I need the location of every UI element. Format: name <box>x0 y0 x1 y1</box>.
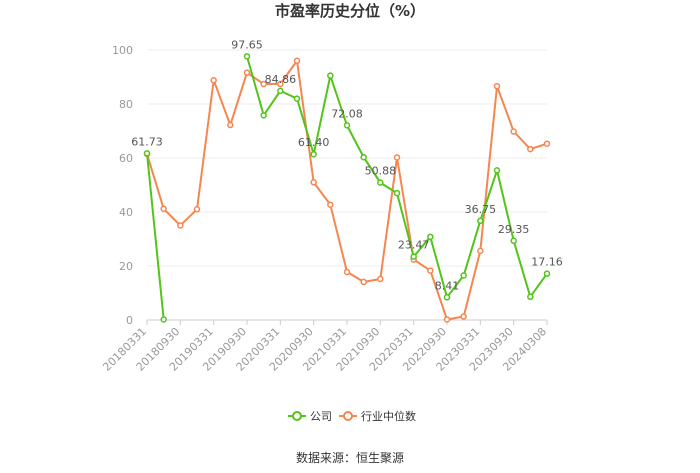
data-point <box>443 316 451 323</box>
data-point <box>393 154 401 161</box>
data-label: 84.86 <box>265 73 297 86</box>
data-point <box>277 87 284 95</box>
series-line <box>246 56 548 300</box>
data-point <box>443 294 451 301</box>
series-line <box>146 58 548 321</box>
data-point <box>293 57 301 65</box>
data-point <box>377 179 384 186</box>
data-point <box>160 316 167 323</box>
data-point <box>143 150 151 157</box>
legend-label: 公司 <box>310 410 332 423</box>
data-point <box>477 217 484 225</box>
y-tick-label: 40 <box>119 206 133 219</box>
data-label: 17.16 <box>531 256 563 269</box>
legend-marker <box>292 411 302 421</box>
data-point <box>293 95 301 102</box>
data-point <box>210 76 217 84</box>
series-industry-median <box>143 57 551 323</box>
data-point <box>510 237 517 245</box>
data-point <box>493 167 501 174</box>
data-label: 36.75 <box>465 203 497 216</box>
data-label: 50.88 <box>365 165 397 178</box>
y-tick-label: 0 <box>126 314 133 327</box>
data-point <box>393 189 401 197</box>
data-point <box>243 69 251 76</box>
data-point <box>343 268 351 276</box>
series-line <box>146 153 165 320</box>
y-tick-label: 60 <box>119 152 133 165</box>
data-point <box>260 112 267 119</box>
data-point <box>360 153 367 161</box>
data-point <box>327 72 334 79</box>
data-point <box>310 179 317 186</box>
legend-item-company[interactable]: 公司 <box>288 410 332 423</box>
data-point <box>160 205 167 213</box>
data-point <box>493 82 501 90</box>
x-axis: 2018033120180930201903312019093020200331… <box>100 320 549 374</box>
data-label: 29.35 <box>498 223 530 236</box>
data-point <box>460 313 467 320</box>
data-label: 61.73 <box>131 135 163 148</box>
data-point <box>510 128 517 135</box>
data-point <box>277 80 284 88</box>
data-point <box>543 270 551 277</box>
data-point <box>527 293 534 301</box>
data-label: 61.40 <box>298 136 330 149</box>
series-layer <box>143 53 551 323</box>
data-point <box>460 272 467 279</box>
data-label: 8.41 <box>435 279 460 292</box>
data-point <box>193 206 201 213</box>
data-point <box>227 121 234 129</box>
data-point <box>177 222 184 229</box>
data-point <box>260 80 267 88</box>
y-tick-label: 20 <box>119 260 133 273</box>
data-point <box>360 278 367 286</box>
chart-title: 市盈率历史分位（%） <box>275 2 425 20</box>
data-point <box>410 253 417 260</box>
series-company <box>143 53 551 323</box>
data-point <box>427 267 434 274</box>
y-tick-label: 80 <box>119 98 133 111</box>
data-point <box>427 233 434 241</box>
data-point <box>343 122 351 129</box>
data-point <box>327 201 334 208</box>
y-axis: 0 20 40 60 80 100 <box>112 44 133 327</box>
data-point <box>527 145 534 153</box>
data-point <box>543 140 551 147</box>
data-point <box>310 150 317 158</box>
data-label: 72.08 <box>331 107 363 120</box>
data-point <box>377 275 384 283</box>
legend-marker <box>343 411 353 421</box>
data-label: 97.65 <box>231 38 263 51</box>
data-point <box>477 247 484 255</box>
data-labels: 61.73 97.65 84.86 61.40 72.08 50.88 23.47 8.41 3… <box>131 38 563 292</box>
y-tick-label: 100 <box>112 44 133 57</box>
data-point <box>243 53 251 60</box>
data-source: 数据来源：恒生聚源 <box>296 450 404 465</box>
data-label: 23.47 <box>398 239 430 252</box>
legend-label: 行业中位数 <box>361 409 416 423</box>
legend-item-industry-median[interactable]: 行业中位数 <box>339 409 416 423</box>
legend[interactable]: 公司 行业中位数 <box>288 409 416 423</box>
